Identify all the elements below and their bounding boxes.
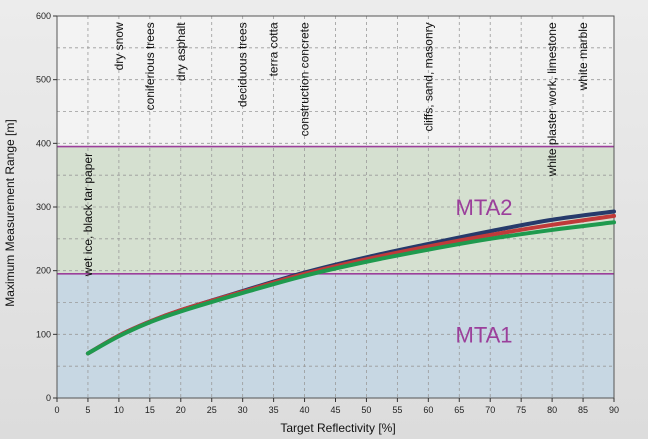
x-tick-label: 20: [176, 405, 186, 415]
surface-annotation: white marble: [576, 22, 590, 91]
x-tick-label: 15: [145, 405, 155, 415]
surface-annotation: construction concrete: [298, 22, 312, 136]
surface-annotation: deciduous trees: [236, 22, 250, 107]
axes-layer: 0 5 10 15 20 25 30 35 40 45 50 55 60 65 70 75 80 85 90 0 100…: [36, 11, 619, 415]
y-tick-label: 600: [36, 11, 51, 21]
x-tick-label: 60: [423, 405, 433, 415]
y-tick-label: 300: [36, 202, 51, 212]
x-tick-label: 55: [392, 405, 402, 415]
x-tick-label: 50: [361, 405, 371, 415]
surface-annotation: coniferious trees: [143, 22, 157, 110]
zone-label-mta1: MTA1: [456, 322, 513, 347]
x-tick-label: 10: [114, 405, 124, 415]
y-tick-label: 0: [46, 393, 51, 403]
x-tick-label: 25: [207, 405, 217, 415]
x-tick-label: 0: [54, 405, 59, 415]
y-tick-label: 500: [36, 75, 51, 85]
zone-lines-layer: [57, 145, 614, 275]
x-tick-label: 90: [609, 405, 619, 415]
x-axis-title: Target Reflectivity [%]: [280, 421, 395, 435]
zone-labels-layer: MTA1 MTA2: [456, 195, 513, 347]
surface-annotation: wet ice, black tar paper: [81, 153, 95, 277]
series-layer: [85, 209, 616, 356]
surface-annotation: terra cotta: [267, 22, 281, 76]
surface-annotation: cliffs, sand, masonry: [421, 22, 435, 131]
x-tick-label: 75: [516, 405, 526, 415]
surface-annotation: white plaster work, limestone: [545, 22, 559, 177]
x-tick-label: 80: [547, 405, 557, 415]
x-tick-label: 45: [330, 405, 340, 415]
annotations-layer: wet ice, black tar paper dry snow coniferi…: [81, 22, 590, 278]
x-tick-label: 5: [85, 405, 90, 415]
x-tick-label: 40: [300, 405, 310, 415]
x-tick-label: 70: [485, 405, 495, 415]
grid-layer: [57, 16, 614, 398]
x-tick-label: 65: [454, 405, 464, 415]
x-tick-label: 35: [269, 405, 279, 415]
surface-annotation: dry snow: [112, 22, 126, 70]
y-tick-label: 200: [36, 266, 51, 276]
series-line: [85, 220, 616, 356]
x-tick-label: 30: [238, 405, 248, 415]
y-tick-label: 100: [36, 329, 51, 339]
surface-annotation: dry asphalt: [174, 22, 188, 81]
y-tick-label: 400: [36, 138, 51, 148]
x-tick-label: 85: [578, 405, 588, 415]
y-axis-title: Maximum Measurement Range [m]: [3, 119, 17, 306]
zone-label-mta2: MTA2: [456, 195, 513, 220]
